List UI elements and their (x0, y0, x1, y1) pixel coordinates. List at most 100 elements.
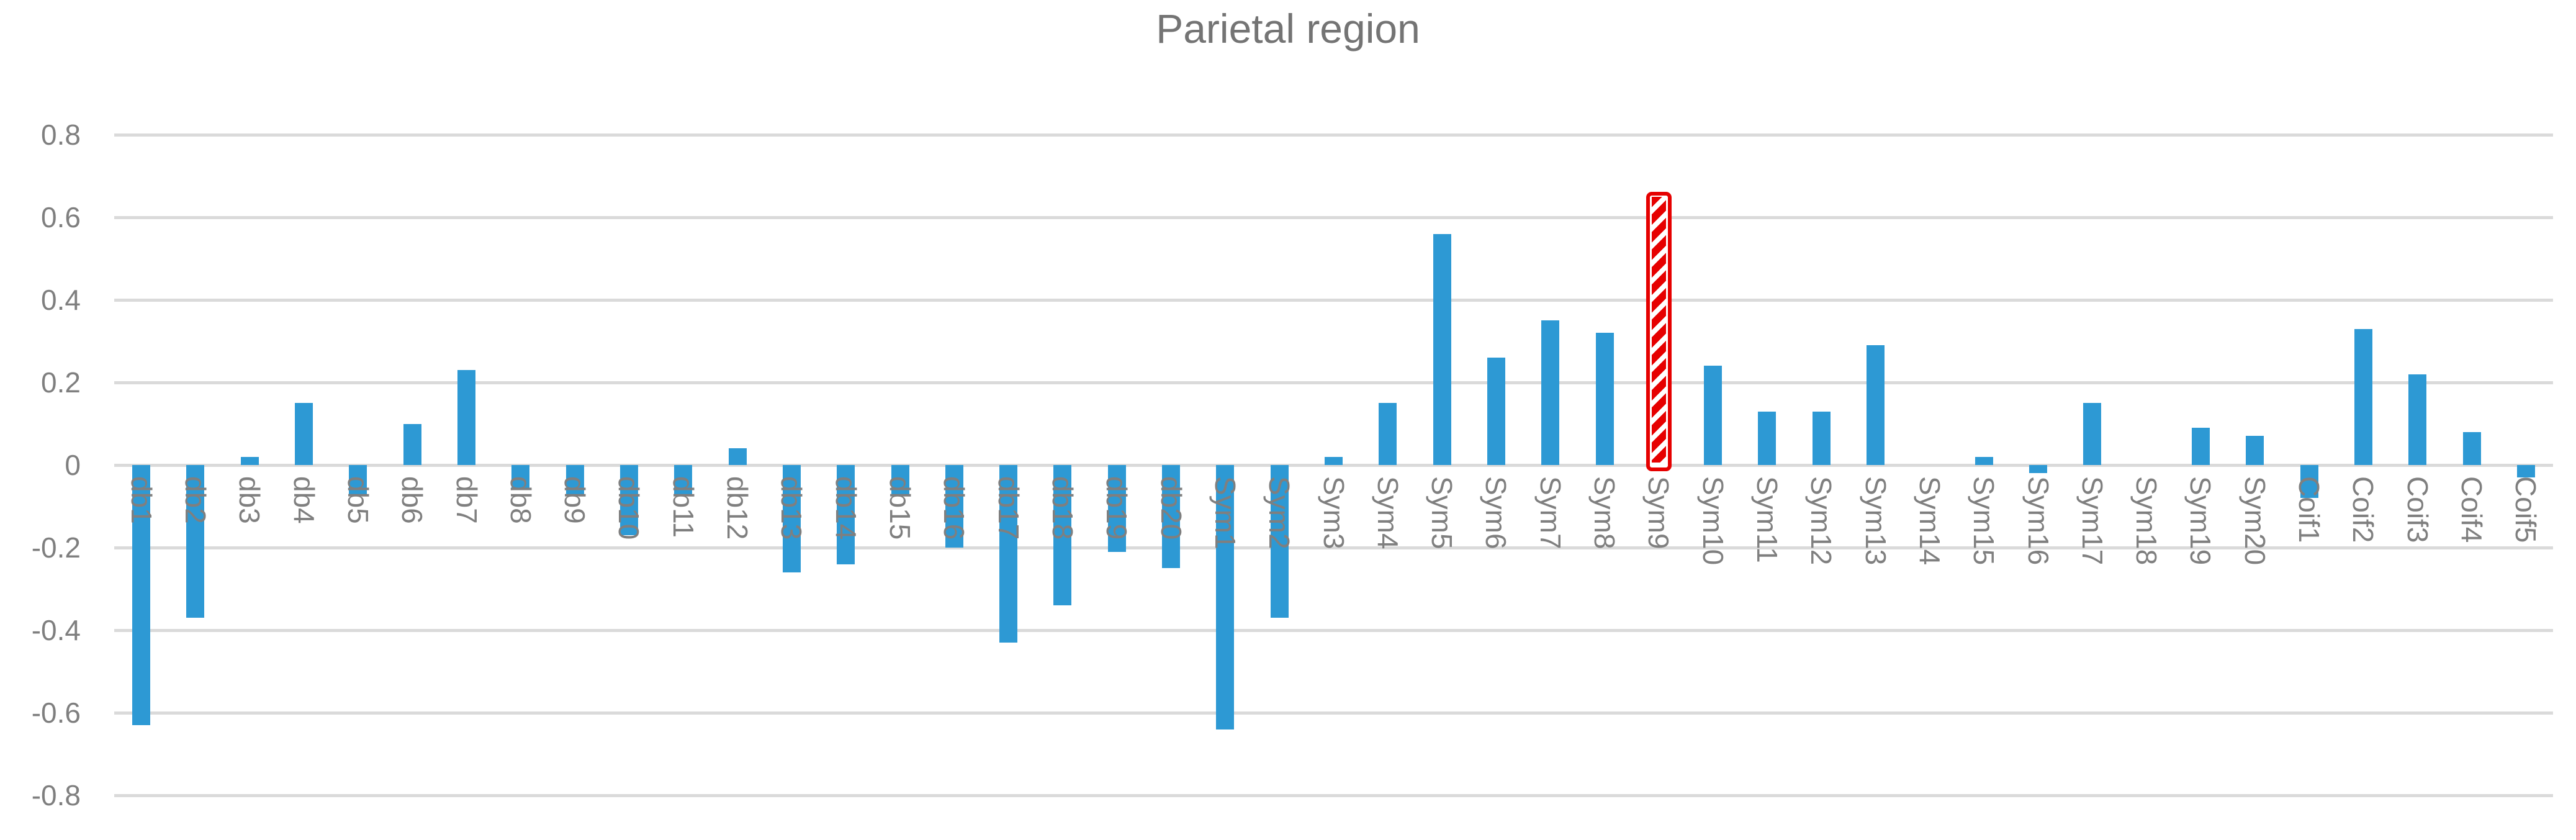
x-label-coif2: Coif2 (2347, 476, 2380, 543)
bar-sym12 (1812, 411, 1831, 465)
bar-db15 (891, 465, 909, 494)
x-label-db11: db11 (667, 476, 700, 538)
bar-coif5 (2516, 465, 2535, 477)
x-label-db9: db9 (559, 476, 592, 524)
bar-db18 (1053, 465, 1072, 606)
x-label-db18: db18 (1046, 476, 1079, 540)
x-label-db8: db8 (504, 476, 537, 524)
x-label-sym20: Sym20 (2238, 476, 2271, 566)
y-tick-label: 0.6 (41, 201, 81, 233)
x-label-sym5: Sym5 (1426, 476, 1459, 549)
bar-db9 (565, 465, 584, 494)
x-label-db15: db15 (884, 476, 916, 540)
bar-sym1 (1216, 465, 1235, 729)
bar-coif3 (2408, 374, 2427, 465)
x-label-db16: db16 (938, 476, 971, 540)
bar-db16 (945, 465, 963, 548)
highlight-pattern-fill (1651, 196, 1666, 463)
bar-db13 (782, 465, 801, 572)
bar-coif2 (2354, 328, 2372, 465)
bar-db11 (674, 465, 693, 494)
bar-sym5 (1433, 233, 1451, 465)
bar-sym17 (2083, 403, 2102, 465)
bar-sym19 (2191, 428, 2210, 465)
x-label-sym8: Sym8 (1588, 476, 1621, 549)
x-label-sym15: Sym15 (1968, 476, 2001, 566)
x-label-db12: db12 (721, 476, 754, 540)
bar-db4 (295, 403, 313, 465)
x-label-sym13: Sym13 (1859, 476, 1892, 566)
x-label-db19: db19 (1101, 476, 1133, 540)
x-label-db17: db17 (992, 476, 1025, 540)
bar-db5 (349, 465, 367, 494)
bar-sym6 (1487, 358, 1505, 465)
x-label-sym2: Sym2 (1263, 476, 1296, 549)
bar-coif1 (2300, 465, 2318, 499)
gridline-y--0.6 (114, 711, 2553, 715)
gridline-y--0.8 (114, 794, 2553, 797)
x-label-coif3: Coif3 (2401, 476, 2434, 543)
x-label-coif5: Coif5 (2510, 476, 2542, 543)
x-label-db20: db20 (1155, 476, 1187, 540)
bar-db12 (728, 448, 747, 465)
x-label-sym18: Sym18 (2130, 476, 2163, 566)
x-label-coif1: Coif1 (2293, 476, 2326, 543)
y-tick-label: -0.8 (31, 779, 81, 811)
x-label-db5: db5 (341, 476, 374, 524)
x-label-sym17: Sym17 (2076, 476, 2109, 566)
x-label-db4: db4 (287, 476, 320, 524)
bar-db20 (1162, 465, 1181, 569)
chart-title: Parietal region (1156, 6, 1420, 52)
bar-db19 (1107, 465, 1126, 552)
x-label-db13: db13 (775, 476, 808, 540)
x-label-sym14: Sym14 (1913, 476, 1946, 566)
y-tick-label: -0.6 (31, 697, 81, 729)
y-tick-label: 0.2 (41, 366, 81, 399)
bar-sym15 (1975, 456, 1993, 465)
x-label-sym1: Sym1 (1209, 476, 1241, 549)
bar-db7 (457, 370, 476, 465)
bar-db10 (619, 465, 638, 536)
gridline-y--0.4 (114, 629, 2553, 632)
bar-sym2 (1270, 465, 1289, 618)
bar-sym16 (2029, 465, 2048, 474)
y-tick-label: 0.8 (41, 119, 81, 151)
x-label-db3: db3 (233, 476, 266, 524)
gridline-y-0.4 (114, 299, 2553, 302)
x-label-sym7: Sym7 (1534, 476, 1567, 549)
bar-sym13 (1867, 345, 1885, 465)
y-tick-label: 0 (65, 449, 81, 481)
bar-db8 (511, 465, 530, 490)
y-tick-label: -0.4 (31, 614, 81, 646)
x-label-sym9: Sym9 (1642, 476, 1675, 549)
bar-sym11 (1758, 411, 1777, 465)
bar-sym10 (1704, 366, 1723, 465)
bar-db17 (999, 465, 1018, 643)
x-label-db7: db7 (450, 476, 483, 524)
gridline-y-0.8 (114, 133, 2553, 137)
x-label-db14: db14 (829, 476, 862, 540)
x-label-sym10: Sym10 (1696, 476, 1729, 566)
x-label-sym19: Sym19 (2184, 476, 2217, 566)
bar-db14 (837, 465, 855, 564)
bar-sym20 (2246, 436, 2264, 465)
x-label-db10: db10 (613, 476, 646, 540)
gridline-y-0 (114, 464, 2553, 467)
x-label-sym3: Sym3 (1317, 476, 1350, 549)
x-label-db1: db1 (125, 476, 158, 524)
x-label-sym12: Sym12 (1805, 476, 1838, 566)
highlighted-bar-sym9 (1646, 191, 1672, 471)
y-tick-label: -0.2 (31, 531, 81, 564)
bar-sym3 (1325, 456, 1343, 465)
x-label-coif4: Coif4 (2456, 476, 2488, 543)
gridline-y-0.6 (114, 216, 2553, 219)
gridline-y-0.2 (114, 381, 2553, 384)
bar-db3 (240, 456, 259, 465)
x-label-db6: db6 (396, 476, 429, 524)
bar-sym7 (1541, 320, 1560, 465)
x-label-db2: db2 (179, 476, 212, 524)
bar-sym4 (1379, 403, 1397, 465)
gridline-y--0.2 (114, 546, 2553, 549)
bar-db1 (132, 465, 151, 725)
